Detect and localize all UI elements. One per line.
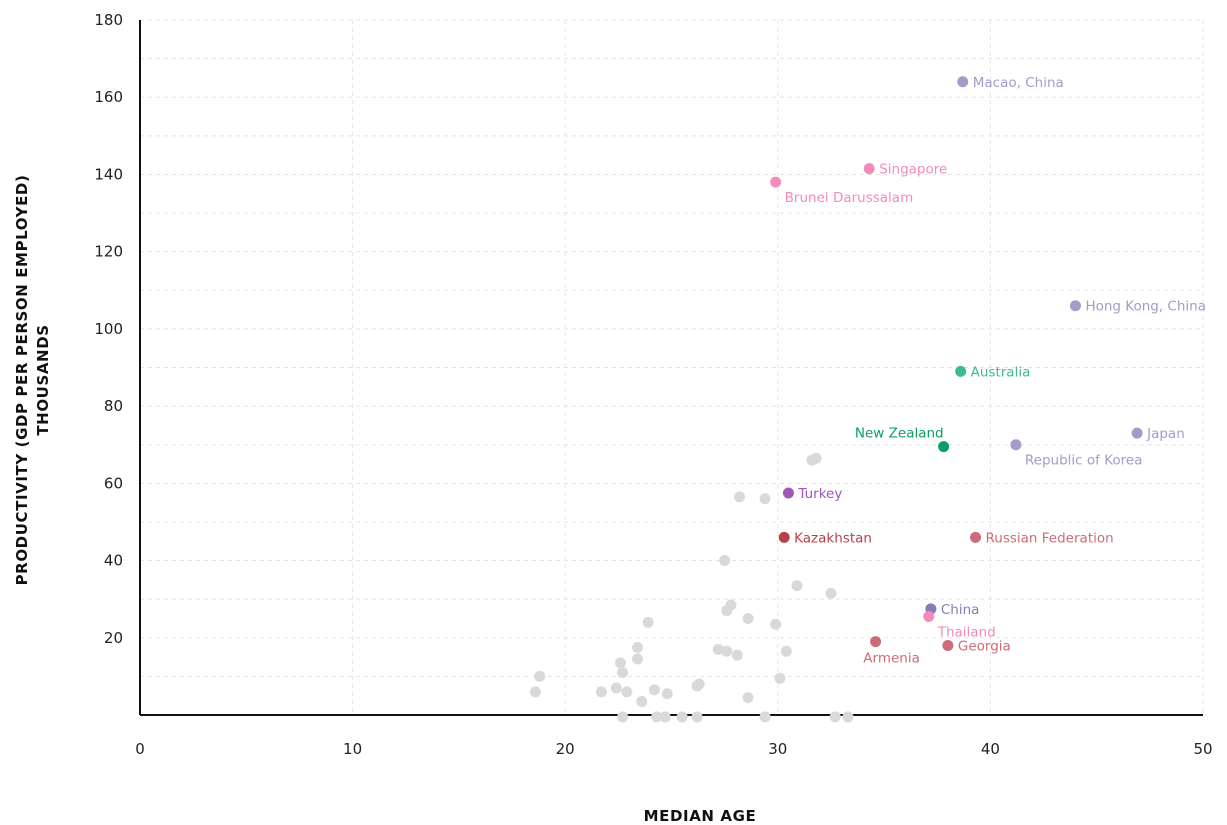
data-point — [651, 711, 663, 723]
data-point-labeled — [938, 441, 950, 453]
x-axis-title: MEDIAN AGE — [644, 807, 757, 825]
data-point — [631, 653, 643, 665]
data-point — [742, 612, 754, 624]
data-point — [734, 491, 746, 503]
data-point — [759, 493, 771, 505]
point-label: New Zealand — [855, 426, 944, 442]
data-point — [648, 684, 660, 696]
data-point — [721, 645, 733, 657]
point-label: Brunei Darussalam — [785, 190, 914, 206]
data-point-labeled — [782, 487, 794, 499]
x-tick-label: 0 — [135, 740, 145, 758]
point-label: China — [941, 602, 980, 618]
grid-lines — [140, 19, 1204, 715]
data-point — [534, 670, 546, 682]
data-point — [636, 695, 648, 707]
data-point — [642, 616, 654, 628]
data-point-labeled — [970, 531, 982, 543]
y-tick-label: 80 — [104, 397, 123, 415]
point-label: Georgia — [958, 639, 1011, 655]
data-point-labeled — [1131, 427, 1143, 439]
data-point — [631, 641, 643, 653]
point-label: Japan — [1146, 426, 1185, 442]
data-point-labeled — [770, 176, 782, 188]
data-point — [614, 657, 626, 669]
point-label: Kazakhstan — [794, 530, 872, 546]
data-point-labeled — [923, 611, 935, 623]
data-point — [610, 682, 622, 694]
data-point — [719, 555, 731, 567]
data-point — [712, 643, 724, 655]
data-point — [661, 688, 673, 700]
y-axis-title-line2: THOUSANDS — [34, 324, 52, 435]
point-label: Singapore — [879, 162, 947, 178]
data-point — [825, 587, 837, 599]
data-point — [721, 605, 733, 617]
labeled-points: Macao, China Singapore Brunei Darussalam Ho… — [770, 75, 1206, 667]
data-point — [676, 711, 688, 723]
data-point — [829, 711, 841, 723]
unlabeled-points — [529, 452, 854, 723]
data-point — [770, 618, 782, 630]
y-tick-label: 120 — [94, 243, 123, 261]
data-point-labeled — [957, 76, 969, 88]
data-point — [842, 711, 854, 723]
data-point-labeled — [942, 640, 954, 651]
x-tick-label: 20 — [556, 740, 575, 758]
y-tick-label: 40 — [104, 552, 123, 570]
tick-labels: 0 10 20 30 40 50 20 40 60 80 100 120 140 160 180 — [94, 11, 1212, 758]
y-tick-label: 140 — [94, 165, 123, 183]
y-tick-label: 100 — [94, 320, 123, 338]
data-point — [742, 692, 754, 704]
y-tick-label: 160 — [94, 88, 123, 106]
data-point-labeled — [1010, 439, 1022, 451]
data-point-labeled — [955, 365, 967, 377]
y-tick-label: 20 — [104, 629, 123, 647]
data-point — [791, 580, 803, 592]
point-label: Hong Kong, China — [1085, 299, 1206, 315]
data-point-labeled — [870, 636, 882, 648]
y-tick-label: 60 — [104, 474, 123, 492]
data-point — [529, 686, 541, 698]
data-point — [595, 686, 607, 698]
data-point — [617, 667, 629, 679]
point-label: Australia — [971, 364, 1031, 380]
data-point — [691, 711, 703, 723]
data-point — [617, 711, 629, 723]
point-label: Macao, China — [973, 75, 1064, 91]
data-point-labeled — [778, 531, 790, 543]
y-tick-label: 180 — [94, 11, 123, 29]
data-point — [810, 452, 822, 464]
x-tick-label: 40 — [981, 740, 1000, 758]
point-label: Russian Federation — [986, 530, 1114, 546]
data-point — [774, 672, 786, 684]
point-label: Turkey — [797, 486, 842, 502]
point-label: Armenia — [863, 651, 920, 667]
data-point — [759, 711, 771, 723]
data-point — [693, 678, 705, 690]
point-label: Thailand — [937, 625, 996, 641]
data-point-labeled — [1069, 300, 1081, 312]
y-axis-title-line1: PRODUCTIVITY (GDP PER PERSON EMPLOYED) — [13, 175, 31, 586]
x-tick-label: 10 — [343, 740, 362, 758]
data-point-labeled — [863, 163, 875, 175]
x-tick-label: 30 — [768, 740, 787, 758]
data-point — [731, 649, 743, 661]
data-point — [659, 711, 671, 723]
data-point — [621, 686, 633, 698]
data-point — [780, 645, 792, 657]
x-tick-label: 50 — [1193, 740, 1212, 758]
point-label: Republic of Korea — [1025, 453, 1143, 469]
